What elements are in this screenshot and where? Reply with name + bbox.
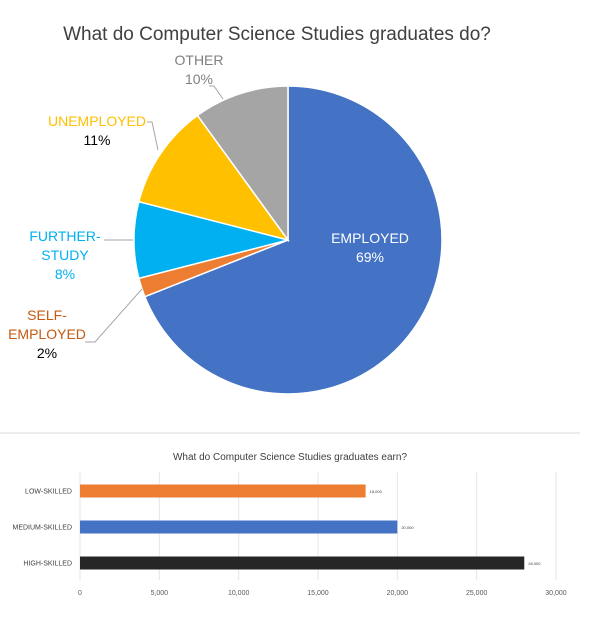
x-tick-label-2: 10,000 [228, 590, 250, 597]
pie-labels: EMPLOYED 69% SELF- EMPLOYED 2% FURTHER- STUDY 8… [8, 52, 409, 361]
pie-leader-lines [85, 85, 224, 343]
category-label-high-skilled: HIGH-SKILLED [23, 561, 72, 568]
pie-label-employed: EMPLOYED [331, 230, 409, 246]
pie-chart-title: What do Computer Science Studies graduat… [63, 24, 491, 45]
x-tick-label-5: 25,000 [466, 590, 488, 597]
x-tick-label-4: 20,000 [387, 590, 409, 597]
pie-label-self-employed-line-2: EMPLOYED [8, 326, 86, 342]
category-label-low-skilled: LOW-SKILLED [25, 489, 72, 496]
bar-value-medium-skilled: 20,000 [401, 525, 414, 530]
pie-chart: What do Computer Science Studies graduat… [8, 24, 491, 395]
bar-low-skilled [80, 484, 366, 498]
pie-value-further-study: 8% [55, 266, 75, 282]
bar-value-low-skilled: 18,000 [370, 489, 383, 494]
pie-label-further-study-line-2: STUDY [41, 247, 89, 263]
leader-line-self-employed [85, 288, 143, 343]
pie-value-employed: 69% [356, 249, 384, 265]
pie-value-unemployed: 11% [84, 132, 111, 148]
leader-line-other [209, 85, 224, 100]
bar-category-labels: LOW-SKILLED MEDIUM-SKILLED HIGH-SKILLED [12, 489, 72, 568]
pie-slice-employed [143, 85, 443, 395]
bar-medium-skilled [80, 520, 398, 534]
category-label-medium-skilled: MEDIUM-SKILLED [12, 525, 72, 532]
bar-data-labels: 18,000 20,000 28,000 [370, 489, 542, 566]
pie-slices [133, 85, 443, 395]
bar-bars [80, 484, 525, 570]
leader-line-unemployed [147, 121, 159, 151]
bar-high-skilled [80, 556, 525, 570]
pie-label-other: OTHER [175, 52, 224, 68]
pie-label-unemployed: UNEMPLOYED [48, 113, 146, 129]
bar-chart-title: What do Computer Science Studies graduat… [173, 452, 407, 463]
x-tick-label-0: 0 [78, 590, 82, 597]
pie-slice-unemployed [137, 114, 290, 242]
pie-value-self-employed: 2% [37, 345, 57, 361]
pie-value-other: 10% [185, 71, 213, 87]
x-tick-label-6: 30,000 [545, 590, 567, 597]
bar-x-tick-labels: 0 5,000 10,000 15,000 20,000 25,000 30,000 [78, 590, 567, 597]
bar-chart: What do Computer Science Studies graduat… [12, 452, 566, 597]
bar-value-high-skilled: 28,000 [528, 561, 541, 566]
pie-label-self-employed-line-1: SELF- [27, 307, 67, 323]
x-tick-label-3: 15,000 [307, 590, 329, 597]
x-tick-label-1: 5,000 [151, 590, 169, 597]
pie-label-further-study-line-1: FURTHER- [29, 228, 101, 244]
pie-slice-other [196, 85, 289, 243]
